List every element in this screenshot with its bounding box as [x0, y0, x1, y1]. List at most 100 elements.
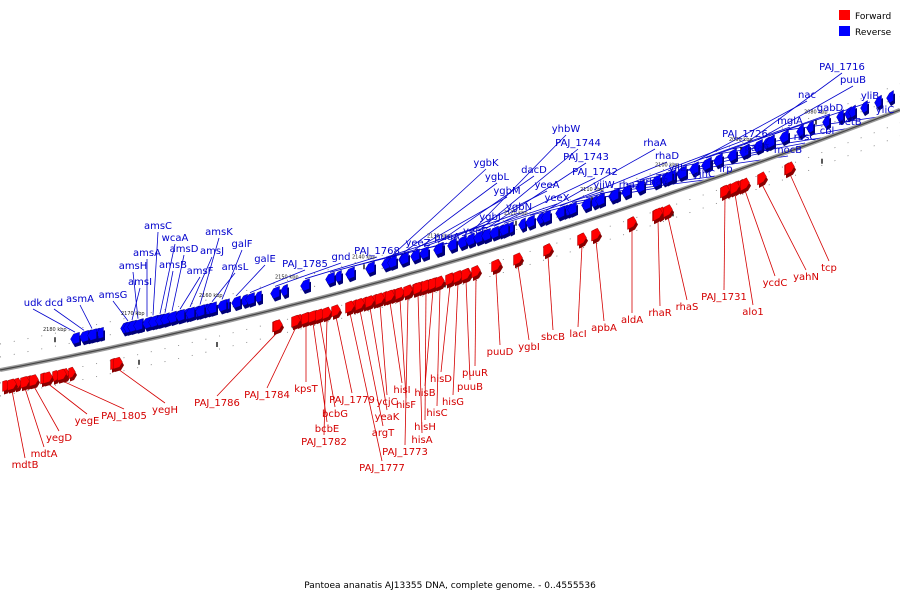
gene-label-galf[interactable]: galF [231, 239, 252, 250]
gene-puur-arrow[interactable] [471, 265, 481, 279]
gene-label-ygbj[interactable]: ygbJ [479, 212, 501, 223]
gene-hisi-arrow[interactable] [385, 289, 395, 303]
gene-label-paj-1743[interactable]: PAJ_1743 [563, 152, 609, 163]
gene-label-yahn[interactable]: yahN [793, 272, 819, 283]
gene-label-hisg[interactable]: hisG [442, 397, 464, 408]
gene-mdta-arrow[interactable] [20, 376, 30, 389]
gene-reverse-block-40-arrow[interactable] [806, 120, 814, 134]
gene-apba-arrow[interactable] [591, 227, 601, 242]
gene-label-udk[interactable]: udk [24, 298, 43, 309]
gene-label-puub[interactable]: puuB [457, 382, 483, 393]
gene-label-hisd[interactable]: hisD [430, 374, 452, 385]
gene-label-wcaa[interactable]: wcaA [162, 233, 189, 244]
gene-label-tcp[interactable]: tcp [821, 263, 837, 274]
gene-label-gale[interactable]: galE [254, 254, 276, 265]
gene-ycdc-arrow[interactable] [740, 177, 750, 192]
gene-label-hish[interactable]: hisH [414, 422, 436, 433]
gene-paj-1777-arrow[interactable] [345, 300, 355, 314]
gene-galf-arrow[interactable] [217, 299, 227, 312]
gene-reverse-block-44-arrow[interactable] [848, 104, 856, 118]
gene-label-bcbg[interactable]: bcbG [322, 409, 348, 420]
gene-paj-1768-arrow[interactable] [300, 278, 310, 292]
gene-ygbj-arrow[interactable] [381, 256, 391, 270]
gene-amsh-arrow[interactable] [133, 318, 143, 331]
gene-label-amsa[interactable]: amsA [133, 248, 161, 259]
gene-rhad-arrow[interactable] [555, 205, 565, 219]
gene-label-apba[interactable]: apbA [591, 323, 617, 334]
gene-label-kpst[interactable]: kpsT [294, 384, 318, 395]
gene-label-rhaa[interactable]: rhaA [643, 138, 666, 149]
gene-paj-1773-arrow[interactable] [403, 284, 413, 298]
gene-label-mdtb[interactable]: mdtB [12, 460, 39, 471]
gene-rhat-arrow[interactable] [525, 214, 535, 229]
gene-puud-arrow[interactable] [491, 259, 501, 273]
gene-label-paj-1768[interactable]: PAJ_1768 [354, 246, 400, 257]
gene-laci-arrow[interactable] [577, 232, 587, 246]
gene-nac-arrow[interactable] [689, 161, 699, 175]
gene-label-puud[interactable]: puuD [487, 347, 514, 358]
gene-mdtb-arrow[interactable] [7, 378, 17, 391]
gene-forward-block-7-arrow[interactable] [68, 366, 76, 379]
gene-label-amsj[interactable]: amsJ [200, 246, 224, 257]
gene-label-paj-1773[interactable]: PAJ_1773 [382, 447, 428, 458]
gene-label-paae[interactable]: paaE [745, 143, 770, 154]
gene-yeak-arrow[interactable] [365, 295, 375, 309]
gene-label-ycdc[interactable]: ycdC [763, 278, 788, 289]
gene-ygbn-arrow[interactable] [419, 246, 429, 260]
gene-label-yjiw[interactable]: yjiW [593, 180, 614, 191]
gene-label-amsd[interactable]: amsD [170, 244, 199, 255]
gene-yegd-arrow[interactable] [29, 374, 39, 387]
gene-label-rbsc[interactable]: rbsC [794, 132, 817, 143]
gene-label-paj-1786[interactable]: PAJ_1786 [194, 398, 240, 409]
gene-reverse-block-43-arrow[interactable] [844, 106, 852, 120]
gene-yhbw-arrow[interactable] [465, 232, 475, 246]
gene-ygbi-arrow[interactable] [513, 252, 523, 266]
gene-label-hisf[interactable]: hisF [396, 400, 416, 411]
gene-dcd-arrow[interactable] [79, 330, 89, 343]
gene-label-puua[interactable]: puuA [434, 232, 460, 243]
gene-paj-1743-arrow[interactable] [481, 227, 491, 242]
gene-reverse-block-16-arrow[interactable] [280, 283, 288, 297]
gene-dacd-arrow[interactable] [433, 242, 443, 256]
gene-label-alda[interactable]: aldA [621, 315, 643, 326]
gene-label-yjhc[interactable]: yjhC [693, 169, 715, 180]
gene-label-ygbi[interactable]: ygbI [518, 342, 540, 353]
gene-label-argt[interactable]: argT [372, 428, 395, 439]
gene-label-ycjc[interactable]: ycjC [376, 397, 397, 408]
gene-label-rhad[interactable]: rhaD [655, 151, 679, 162]
gene-yjhc-arrow[interactable] [595, 192, 605, 207]
gene-label-hisi[interactable]: hisI [393, 385, 410, 396]
gene-label-paj-1785[interactable]: PAJ_1785 [282, 259, 328, 270]
gene-label-ygbk[interactable]: ygbK [473, 158, 499, 169]
gene-label-rhas[interactable]: rhaS [676, 302, 699, 313]
gene-label-rhat[interactable]: rhaT [619, 180, 642, 191]
gene-rhar-arrow[interactable] [653, 207, 663, 222]
gene-label-mdta[interactable]: mdtA [31, 449, 58, 460]
gene-ylib-arrow[interactable] [765, 134, 775, 149]
gene-label-paj-1726[interactable]: PAJ_1726 [722, 129, 768, 140]
gene-ycjc-arrow[interactable] [375, 292, 385, 306]
gene-ygbl-arrow[interactable] [399, 251, 409, 265]
gene-label-paj-1777[interactable]: PAJ_1777 [359, 463, 405, 474]
gene-label-ylib[interactable]: yliB [861, 91, 879, 102]
gene-asma-arrow[interactable] [87, 328, 97, 341]
gene-paj-1742-arrow[interactable] [489, 225, 499, 239]
gene-label-ygbl[interactable]: ygbL [485, 172, 510, 183]
gene-label-yegh[interactable]: yegH [152, 405, 178, 416]
gene-hisf-arrow[interactable] [395, 286, 405, 301]
gene-label-hisa[interactable]: hisA [411, 435, 432, 446]
gene-paj-1784-arrow[interactable] [291, 314, 301, 328]
gene-label-paj-1716[interactable]: PAJ_1716 [819, 62, 865, 73]
gene-reverse-block-46-arrow[interactable] [874, 94, 882, 108]
gene-paj-1782-arrow[interactable] [322, 306, 332, 320]
gene-paj-1726-arrow[interactable] [621, 184, 631, 198]
gene-label-paj-1782[interactable]: PAJ_1782 [301, 437, 347, 448]
gene-label-yeea[interactable]: yeeA [534, 180, 559, 191]
gene-label-yiil[interactable]: yiiL [668, 163, 685, 174]
gene-label-hisc[interactable]: hisC [426, 408, 447, 419]
gene-sbcb-arrow[interactable] [543, 243, 553, 257]
gene-label-ylic[interactable]: yliC [876, 105, 894, 116]
gene-amsf-arrow[interactable] [175, 308, 185, 322]
gene-label-sbcb[interactable]: sbcB [541, 332, 565, 343]
gene-yahn-arrow[interactable] [757, 171, 767, 186]
